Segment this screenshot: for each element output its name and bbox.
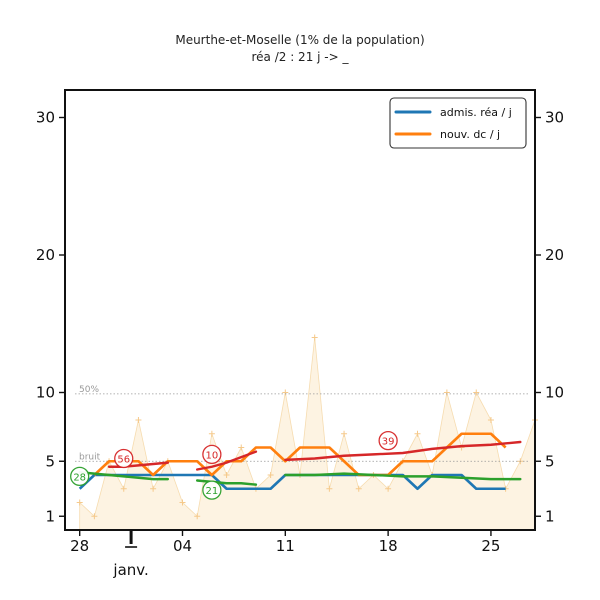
admissions-trend-1-label: 28 xyxy=(73,472,86,483)
legend-label-admissions: admis. réa / j xyxy=(440,106,512,119)
raw-daily-marker xyxy=(487,417,494,423)
admissions-trend-2 xyxy=(195,479,258,486)
admissions-trend-1 xyxy=(78,471,170,481)
raw-daily-marker xyxy=(355,485,362,492)
legend-label-deaths: nouv. dc / j xyxy=(440,128,500,141)
deaths-trend-3 xyxy=(284,440,522,462)
raw-daily-marker xyxy=(385,485,392,492)
y-tick-label-right: 10 xyxy=(545,384,564,402)
x-tick-label: 04 xyxy=(173,537,192,555)
admissions-trend-2-badge xyxy=(202,480,222,500)
raw-daily-marker xyxy=(311,334,318,341)
y-tick-label-right: 30 xyxy=(545,109,564,127)
raw-daily-marker xyxy=(473,389,480,396)
admissions-trend-2-label: 21 xyxy=(206,486,219,497)
x-tick-label: 18 xyxy=(379,537,398,555)
reference-label: 50% xyxy=(79,385,99,395)
admissions-trend-3 xyxy=(284,472,522,481)
deaths-trend-1-label: 56 xyxy=(117,455,130,466)
x-tick-label: 11 xyxy=(276,537,295,555)
raw-daily-marker xyxy=(414,430,421,437)
reference-label: bruit xyxy=(79,452,101,462)
y-tick-label-right: 1 xyxy=(545,507,555,525)
admissions-trend-1-badge xyxy=(70,466,90,487)
raw-daily-marker xyxy=(443,389,450,396)
deaths-trend-2 xyxy=(195,450,258,471)
deaths-trend-1-badge xyxy=(114,448,134,469)
deaths-trend-2-badge xyxy=(202,444,222,465)
reference-lines: 50% bruit xyxy=(75,385,530,462)
x-tick-label: 28 xyxy=(70,537,89,555)
y-tick-label-left: 1 xyxy=(45,507,55,525)
x-tick-label: 25 xyxy=(481,537,500,555)
raw-daily-marker xyxy=(238,444,245,451)
raw-daily-layer xyxy=(76,334,538,531)
deaths-trend-3-badge xyxy=(378,430,398,451)
raw-daily-marker xyxy=(208,430,215,437)
y-tick-label-left: 5 xyxy=(45,452,55,470)
series-line-deaths xyxy=(93,432,507,477)
y-tick-label-left: 30 xyxy=(36,109,55,127)
y-tick-label-left: 10 xyxy=(36,384,55,402)
raw-daily-marker xyxy=(282,389,289,396)
raw-daily-marker xyxy=(194,513,201,520)
raw-daily-marker xyxy=(326,485,333,492)
chart-title: Meurthe-et-Moselle (1% de la population) xyxy=(175,33,424,47)
raw-daily-marker xyxy=(120,485,127,492)
raw-daily-marker xyxy=(267,472,274,478)
deaths-trend-2-label: 10 xyxy=(206,450,219,461)
month-label: janv. xyxy=(112,561,148,579)
plot-frame xyxy=(64,89,536,531)
y-tick-label-right: 20 xyxy=(545,246,564,264)
raw-daily-marker xyxy=(179,499,186,506)
chart-subtitle: réa /2 : 21 j -> _ xyxy=(251,50,349,64)
raw-daily-marker xyxy=(223,472,230,478)
trend-layer: 56 28 10 21 39 xyxy=(70,430,522,500)
raw-daily-marker xyxy=(91,513,98,520)
y-tick-label-left: 20 xyxy=(36,246,55,264)
y-tick-label-right: 5 xyxy=(545,452,555,470)
raw-daily-marker xyxy=(341,430,348,437)
raw-daily-marker xyxy=(135,417,142,423)
raw-daily-marker xyxy=(76,499,83,506)
deaths-trend-3-label: 39 xyxy=(382,437,395,448)
legend: admis. réa / j nouv. dc / j xyxy=(389,97,527,149)
raw-daily-marker xyxy=(150,485,157,492)
